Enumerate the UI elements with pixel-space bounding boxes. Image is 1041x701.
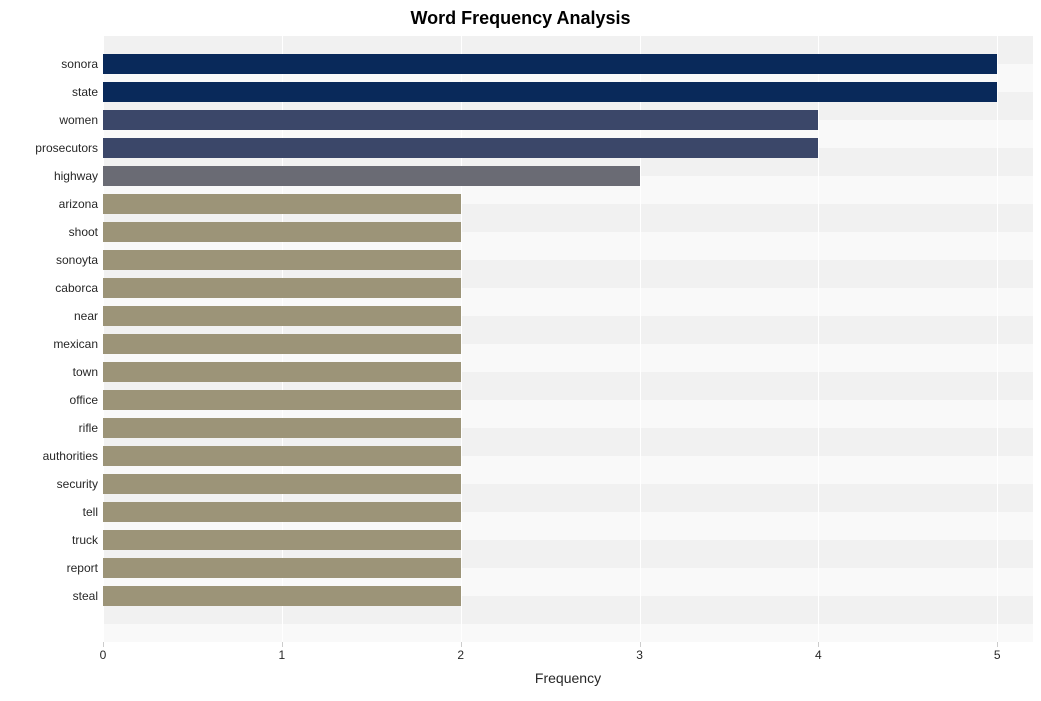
bar bbox=[103, 82, 997, 102]
y-tick-label: rifle bbox=[0, 422, 98, 434]
x-tick-mark bbox=[997, 642, 998, 647]
bar bbox=[103, 390, 461, 410]
x-tick-mark bbox=[818, 642, 819, 647]
bar bbox=[103, 278, 461, 298]
bar bbox=[103, 334, 461, 354]
gridline-v bbox=[818, 36, 819, 642]
y-tick-label: steal bbox=[0, 590, 98, 602]
bar bbox=[103, 474, 461, 494]
y-tick-label: shoot bbox=[0, 226, 98, 238]
y-tick-label: sonora bbox=[0, 58, 98, 70]
bar bbox=[103, 138, 818, 158]
y-tick-label: sonoyta bbox=[0, 254, 98, 266]
y-tick-label: truck bbox=[0, 534, 98, 546]
x-tick-label: 5 bbox=[994, 648, 1001, 662]
bar bbox=[103, 502, 461, 522]
plot-area bbox=[103, 36, 1033, 642]
x-tick-label: 3 bbox=[636, 648, 643, 662]
x-tick-label: 1 bbox=[279, 648, 286, 662]
x-tick-label: 2 bbox=[457, 648, 464, 662]
y-tick-label: office bbox=[0, 394, 98, 406]
bar bbox=[103, 166, 640, 186]
gridline-v bbox=[997, 36, 998, 642]
y-tick-label: prosecutors bbox=[0, 142, 98, 154]
x-tick-label: 4 bbox=[815, 648, 822, 662]
bar bbox=[103, 222, 461, 242]
x-tick-label: 0 bbox=[100, 648, 107, 662]
y-tick-label: highway bbox=[0, 170, 98, 182]
x-tick-mark bbox=[461, 642, 462, 647]
bar bbox=[103, 558, 461, 578]
y-tick-label: town bbox=[0, 366, 98, 378]
word-frequency-chart: Word Frequency Analysis sonora state women… bbox=[0, 0, 1041, 701]
y-tick-label: near bbox=[0, 310, 98, 322]
bar bbox=[103, 194, 461, 214]
bar bbox=[103, 362, 461, 382]
y-tick-label: caborca bbox=[0, 282, 98, 294]
y-tick-label: arizona bbox=[0, 198, 98, 210]
x-tick-mark bbox=[103, 642, 104, 647]
bar bbox=[103, 110, 818, 130]
y-tick-label: tell bbox=[0, 506, 98, 518]
y-tick-label: mexican bbox=[0, 338, 98, 350]
y-tick-label: state bbox=[0, 86, 98, 98]
bar bbox=[103, 418, 461, 438]
y-tick-label: women bbox=[0, 114, 98, 126]
bar bbox=[103, 54, 997, 74]
y-tick-label: security bbox=[0, 478, 98, 490]
y-tick-label: report bbox=[0, 562, 98, 574]
x-tick-mark bbox=[640, 642, 641, 647]
bar bbox=[103, 446, 461, 466]
bar bbox=[103, 586, 461, 606]
bar bbox=[103, 250, 461, 270]
bar bbox=[103, 530, 461, 550]
chart-title: Word Frequency Analysis bbox=[0, 8, 1041, 29]
y-tick-label: authorities bbox=[0, 450, 98, 462]
x-tick-mark bbox=[282, 642, 283, 647]
x-axis-label: Frequency bbox=[103, 670, 1033, 686]
bar bbox=[103, 306, 461, 326]
